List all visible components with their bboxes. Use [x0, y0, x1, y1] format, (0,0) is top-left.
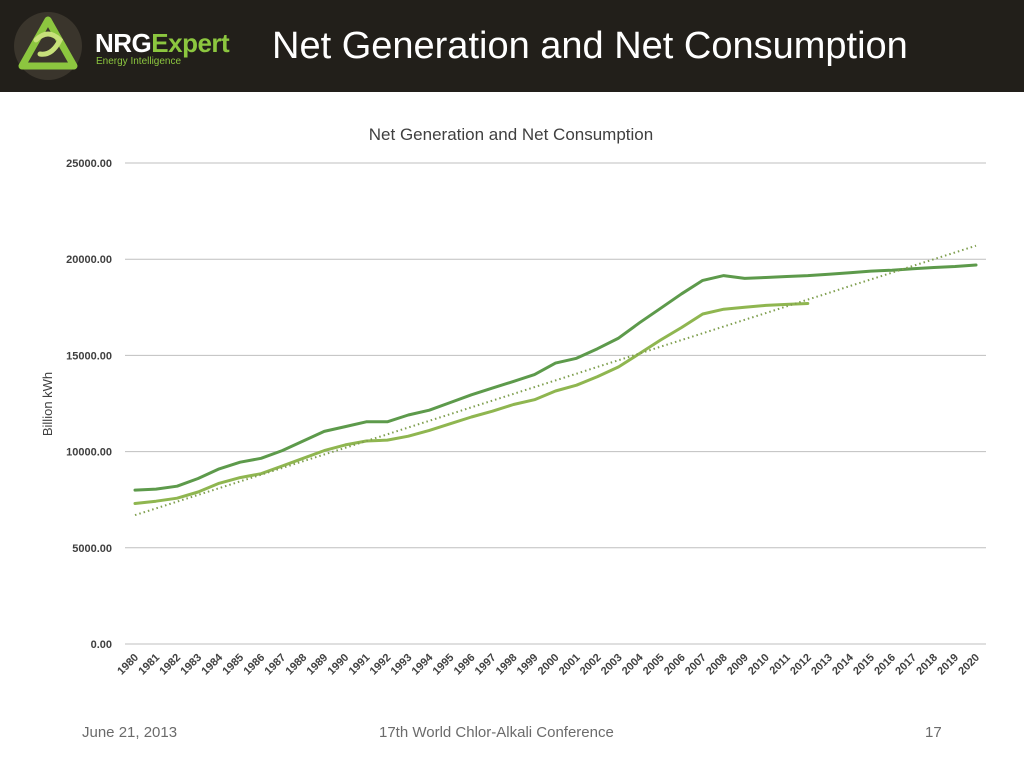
- footer-page-number: 17: [925, 724, 942, 741]
- x-tick-label: 2010: [746, 652, 772, 678]
- x-tick-label: 2005: [641, 652, 667, 678]
- footer-date: June 21, 2013: [82, 724, 178, 741]
- x-tick-label: 2012: [788, 652, 814, 678]
- x-tick-label: 1988: [284, 652, 310, 678]
- x-tick-label: 1987: [262, 652, 288, 678]
- x-tick-label: 2018: [914, 652, 940, 678]
- x-tick-label: 2014: [830, 651, 856, 677]
- x-tick-label: 1985: [220, 652, 246, 678]
- x-tick-label: 1982: [157, 652, 183, 678]
- x-tick-label: 1986: [241, 652, 267, 678]
- x-tick-label: 1998: [494, 652, 520, 678]
- x-tick-label: 1993: [389, 652, 415, 678]
- x-tick-label: 2016: [872, 652, 898, 678]
- chart-title: Net Generation and Net Consumption: [369, 125, 653, 144]
- x-tick-label: 2000: [536, 652, 562, 678]
- x-tick-label: 2007: [683, 652, 709, 678]
- series-line-3: [134, 244, 977, 517]
- x-tick-label: 1984: [199, 651, 225, 677]
- x-tick-label: 2003: [599, 652, 625, 678]
- x-tick-label: 2013: [809, 652, 835, 678]
- y-tick-label: 0.00: [91, 639, 112, 651]
- y-tick-label: 20000.00: [66, 254, 112, 266]
- x-tick-label: 2008: [704, 652, 730, 678]
- grid-layer: [125, 162, 986, 645]
- x-tick-label: 1991: [347, 652, 373, 678]
- chart-container: Net Generation and Net Consumption Billi…: [0, 100, 1024, 700]
- y-tick-label: 10000.00: [66, 447, 112, 459]
- brand-tagline: Energy Intelligence: [96, 56, 182, 67]
- x-tick-label: 1990: [326, 652, 352, 678]
- y-tick-layer: 0.00 5000.00 10000.00 15000.00 20000.00 25000…: [66, 158, 112, 651]
- x-tick-label: 2015: [851, 652, 877, 678]
- x-tick-label: 1983: [178, 652, 204, 678]
- footer-event: 17th World Chlor-Alkali Conference: [379, 724, 614, 741]
- x-tick-label: 2002: [578, 652, 604, 678]
- x-tick-label: 2019: [935, 652, 961, 678]
- x-tick-label: 2017: [893, 652, 919, 678]
- x-tick-label: 2001: [557, 652, 583, 678]
- y-axis-label: Billion kWh: [40, 372, 55, 436]
- series-line-2: [133, 302, 810, 505]
- x-tick-label: 2006: [662, 652, 688, 678]
- x-tick-label: 1996: [452, 652, 478, 678]
- x-tick-label: 2011: [768, 652, 793, 677]
- y-tick-label: 15000.00: [66, 350, 112, 362]
- brand-name: NRGExpert: [95, 28, 230, 58]
- series-layer: [133, 244, 978, 517]
- x-tick-label: 1997: [473, 652, 499, 678]
- x-tick-label: 1992: [368, 652, 394, 678]
- slide-header: NRGExpert Energy Intelligence Net Genera…: [0, 0, 1024, 92]
- x-tick-label: 2004: [620, 651, 646, 677]
- x-tick-label: 1981: [136, 652, 162, 678]
- series-line-1: [133, 263, 978, 492]
- slide-title: Net Generation and Net Consumption: [272, 25, 908, 67]
- x-tick-label: 1995: [431, 652, 457, 678]
- x-tick-label: 1994: [410, 651, 436, 677]
- y-tick-label: 25000.00: [66, 158, 112, 170]
- x-tick-label: 2020: [956, 652, 982, 678]
- y-tick-label: 5000.00: [72, 543, 112, 555]
- x-tick-label: 1980: [115, 652, 141, 678]
- x-tick-label: 2009: [725, 652, 751, 678]
- line-chart: Net Generation and Net Consumption Billi…: [40, 125, 986, 677]
- brand-secondary: Expert: [151, 28, 230, 58]
- brand-primary: NRG: [95, 28, 152, 58]
- x-tick-label: 1999: [515, 652, 541, 678]
- x-tick-label: 1989: [305, 652, 331, 678]
- triangle-swirl-logo-icon: [14, 12, 82, 80]
- x-tick-layer: 1980198119821983198419851986198719881989…: [115, 651, 982, 677]
